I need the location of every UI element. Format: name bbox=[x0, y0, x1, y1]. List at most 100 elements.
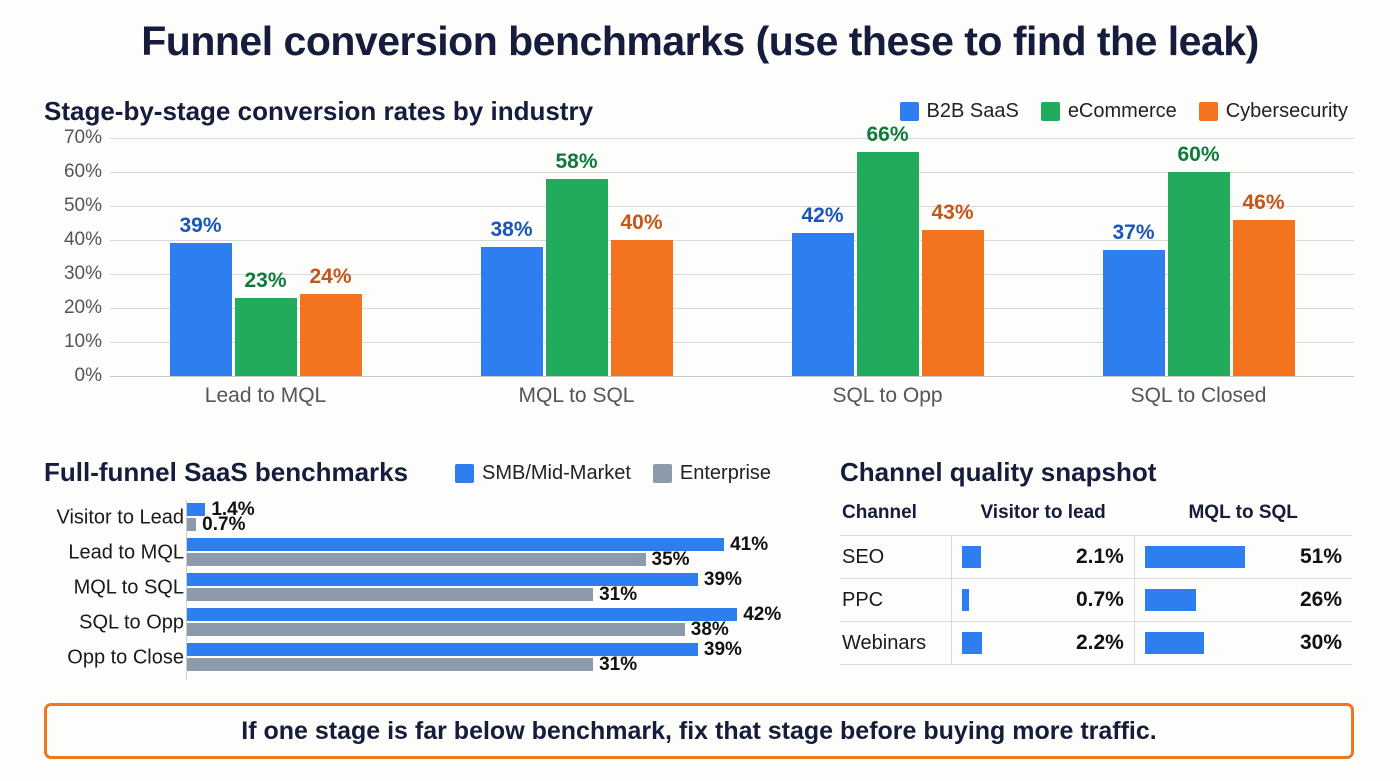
category-label: Visitor to Lead bbox=[56, 506, 185, 528]
horizontal-bar-value: 38% bbox=[690, 618, 729, 640]
legend-label: SMB/Mid-Market bbox=[482, 462, 631, 484]
y-axis-tick: 50% bbox=[63, 195, 102, 216]
bar-slot: 60% bbox=[1167, 138, 1230, 376]
cell-value: 2.1% bbox=[1075, 545, 1124, 568]
bar-slot: 39% bbox=[169, 138, 232, 376]
horizontal-bar-value: 31% bbox=[599, 653, 638, 675]
bar-value-label: 38% bbox=[490, 217, 533, 241]
legend-label: Enterprise bbox=[679, 462, 772, 484]
x-axis-tick: SQL to Closed bbox=[1130, 384, 1267, 407]
legend-label: eCommerce bbox=[1067, 100, 1177, 122]
bar bbox=[1102, 250, 1165, 376]
horizontal-bar bbox=[187, 658, 594, 671]
y-axis-tick: 30% bbox=[63, 263, 102, 284]
bar-slot: 40% bbox=[610, 138, 673, 376]
grouped-bar-chart: 70% 60% 50% 40% 30% 20% 10% 0% 39% 23% 24% 38% 58% 4… bbox=[44, 123, 1354, 413]
inline-bar bbox=[1144, 589, 1196, 611]
y-axis-tick: 40% bbox=[63, 229, 102, 250]
inline-bar bbox=[962, 632, 983, 654]
section-title-stage-conversion: Stage-by-stage conversion rates by indus… bbox=[44, 96, 594, 126]
bar-slot: 23% bbox=[234, 138, 297, 376]
horizontal-bar-value: 1.4% bbox=[211, 498, 255, 520]
section-title-channel-quality: Channel quality snapshot bbox=[840, 457, 1157, 487]
horizontal-bar bbox=[187, 573, 698, 586]
x-axis-labels: Lead to MQL MQL to SQL SQL to Opp SQL to Cl… bbox=[110, 384, 1354, 408]
table-column-header: Channel bbox=[842, 502, 917, 523]
x-axis-tick: Lead to MQL bbox=[204, 384, 327, 407]
horizontal-bar bbox=[187, 553, 646, 566]
y-axis-tick: 0% bbox=[74, 365, 102, 386]
cell-channel: Webinars bbox=[840, 621, 952, 665]
gridline bbox=[110, 206, 1354, 207]
gridline bbox=[110, 172, 1354, 173]
horizontal-bar bbox=[187, 643, 698, 656]
bar bbox=[169, 243, 232, 376]
callout-text: If one stage is far below benchmark, fix… bbox=[241, 716, 1157, 745]
inline-bar bbox=[1144, 632, 1204, 654]
legend-segment: SMB/Mid-Market Enterprise bbox=[455, 462, 771, 485]
bar bbox=[234, 297, 297, 376]
gridline bbox=[110, 342, 1354, 343]
bar-groups: 39% 23% 24% 38% 58% 40% 42% 66% 43% 37% 60% 46% bbox=[110, 123, 1354, 376]
legend-label: B2B SaaS bbox=[926, 100, 1019, 122]
horizontal-bar-rows: Visitor to Lead 1.4% 0.7% Lead to MQL 41% 35%… bbox=[44, 498, 814, 680]
bar-group: 42% 66% 43% bbox=[732, 123, 1043, 376]
legend-item-0: B2B SaaS bbox=[899, 100, 1019, 123]
bar-value-label: 39% bbox=[179, 214, 222, 238]
cell-value: 0.7% bbox=[1075, 588, 1124, 611]
table-row: SEO 2.1% 51% bbox=[840, 535, 1352, 579]
horizontal-bar-value: 41% bbox=[730, 533, 769, 555]
bar-value-label: 42% bbox=[801, 204, 844, 228]
bar-value-label: 66% bbox=[866, 122, 909, 146]
horizontal-bar bbox=[187, 538, 725, 551]
bar-slot: 37% bbox=[1102, 138, 1165, 376]
bar-value-label: 43% bbox=[931, 200, 974, 224]
y-axis-tick: 20% bbox=[63, 297, 102, 318]
bar bbox=[480, 246, 543, 376]
bar-value-label: 46% bbox=[1242, 190, 1285, 214]
cell-value: 2.2% bbox=[1075, 631, 1124, 654]
table-row: PPC 0.7% 26% bbox=[840, 578, 1352, 622]
horizontal-bar-row: MQL to SQL 39% 31% bbox=[44, 568, 814, 605]
horizontal-bar bbox=[187, 503, 206, 516]
legend-item-1: eCommerce bbox=[1040, 100, 1177, 123]
bar bbox=[791, 233, 854, 376]
inline-bar bbox=[962, 546, 982, 568]
bar bbox=[1167, 172, 1230, 376]
bar-group: 37% 60% 46% bbox=[1043, 138, 1354, 376]
y-axis-labels: 70% 60% 50% 40% 30% 20% 10% 0% bbox=[44, 127, 102, 386]
horizontal-bar-value: 35% bbox=[651, 548, 690, 570]
legend-swatch-icon bbox=[1040, 102, 1060, 121]
cell-channel: PPC bbox=[840, 578, 952, 622]
table-column-header: Visitor to lead bbox=[980, 502, 1106, 523]
channel-quality-table: Channel Visitor to lead MQL to SQL SEO 2.1%… bbox=[840, 500, 1352, 665]
section-title-full-funnel: Full-funnel SaaS benchmarks bbox=[44, 457, 409, 487]
bar-slot: 43% bbox=[921, 138, 984, 376]
x-axis-tick: MQL to SQL bbox=[518, 384, 635, 407]
plot-area: 39% 23% 24% 38% 58% 40% 42% 66% 43% 37% 60% 46% bbox=[110, 123, 1354, 377]
horizontal-bar bbox=[187, 588, 594, 601]
inline-bar bbox=[962, 589, 969, 611]
horizontal-bar bbox=[187, 623, 685, 636]
cell-visitor-to-lead: 2.2% bbox=[951, 621, 1135, 665]
bar-group: 38% 58% 40% bbox=[421, 138, 732, 376]
legend-swatch-icon bbox=[1198, 102, 1218, 121]
bar bbox=[1232, 219, 1295, 376]
bar-group: 39% 23% 24% bbox=[110, 138, 421, 376]
bar-slot: 46% bbox=[1232, 138, 1295, 376]
legend-item-0: SMB/Mid-Market bbox=[455, 462, 631, 485]
bar-slot: 42% bbox=[791, 138, 854, 376]
horizontal-bar-chart: Visitor to Lead 1.4% 0.7% Lead to MQL 41% 35%… bbox=[44, 498, 814, 680]
legend-item-1: Enterprise bbox=[652, 462, 772, 485]
category-label: Opp to Close bbox=[67, 646, 184, 668]
legend-industry: B2B SaaS eCommerce Cybersecurity bbox=[899, 100, 1348, 123]
legend-label: Cybersecurity bbox=[1225, 100, 1348, 122]
table-row: Webinars 2.2% 30% bbox=[840, 621, 1352, 665]
horizontal-bar-value: 39% bbox=[703, 568, 742, 590]
horizontal-bar-value: 42% bbox=[743, 603, 782, 625]
cell-visitor-to-lead: 2.1% bbox=[951, 535, 1135, 579]
y-axis-tick: 10% bbox=[63, 331, 102, 352]
horizontal-bar bbox=[187, 608, 738, 621]
cell-mql-to-sql: 51% bbox=[1133, 535, 1352, 579]
